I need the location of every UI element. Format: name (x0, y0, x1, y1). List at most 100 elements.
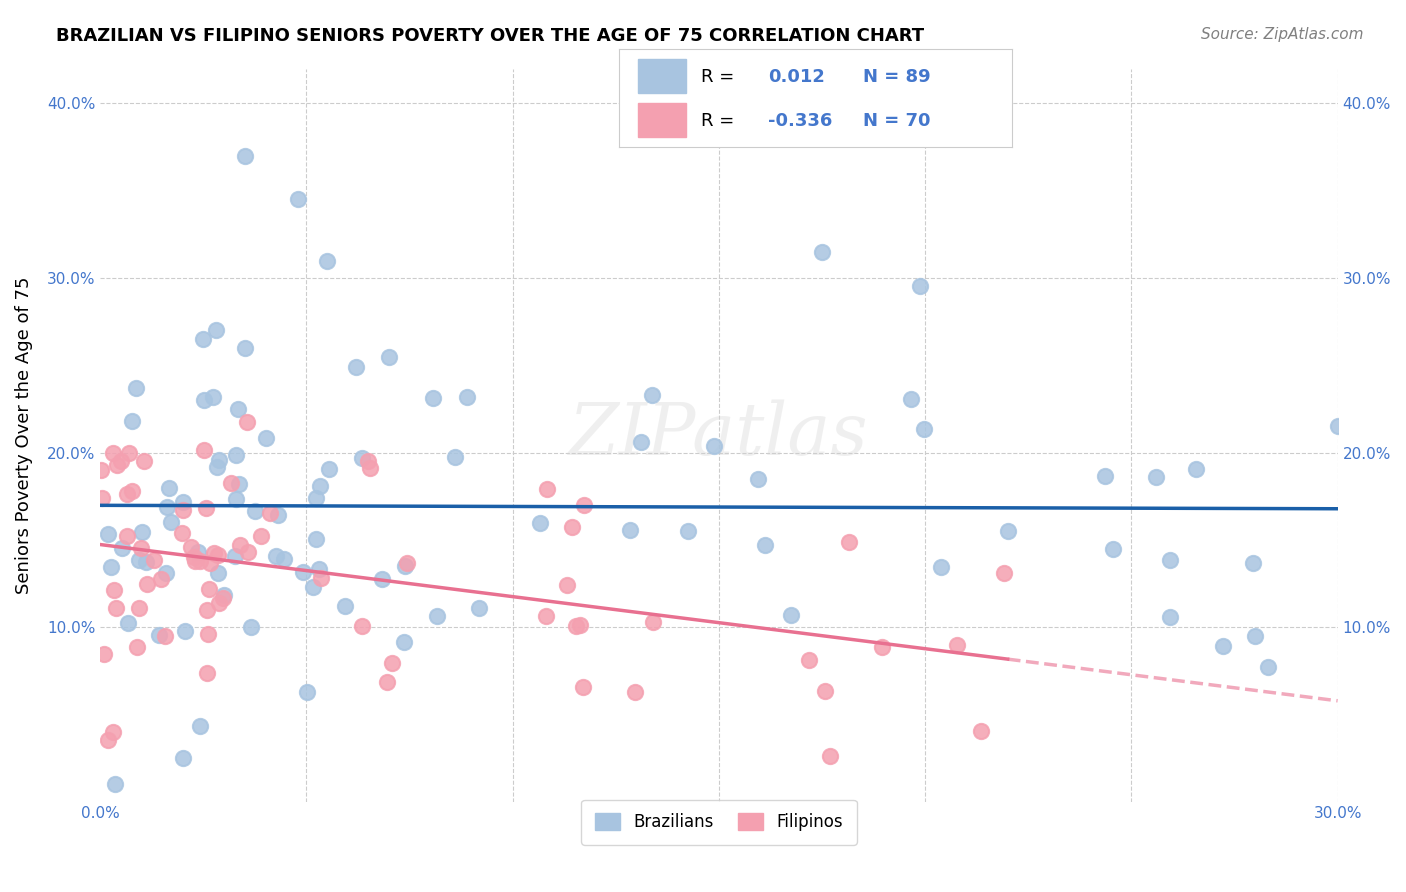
Point (912, 422, 935, 436)
Point (193, 443, 215, 458)
Point (946, 638, 969, 652)
Point (997, 524, 1019, 538)
Point (135, 555, 157, 569)
Point (208, 453, 231, 467)
Point (908, 278, 931, 293)
Point (304, 491, 326, 506)
Point (624, 684, 647, 698)
Y-axis label: Seniors Poverty Over the Age of 75: Seniors Poverty Over the Age of 75 (15, 277, 32, 594)
Point (207, 566, 229, 581)
Point (193, 393, 215, 408)
Point (101, 445, 124, 459)
Point (197, 582, 219, 596)
Point (214, 588, 236, 602)
Point (172, 503, 194, 517)
Point (1212, 639, 1234, 653)
Point (105, 458, 128, 473)
Point (221, 475, 243, 490)
Point (797, 653, 820, 667)
Point (900, 392, 922, 406)
Point (132, 454, 155, 468)
Point (193, 332, 215, 346)
Point (820, 749, 842, 764)
Point (357, 454, 380, 468)
Point (104, 777, 127, 791)
Point (148, 628, 170, 642)
Point (392, 634, 415, 648)
Point (111, 541, 134, 555)
Point (198, 556, 221, 570)
Point (254, 431, 277, 445)
Point (1159, 553, 1181, 567)
Point (118, 446, 141, 460)
Point (302, 580, 325, 594)
Bar (638, 103, 686, 137)
Point (205, 460, 228, 475)
Point (121, 483, 143, 498)
Point (529, 516, 551, 531)
Point (153, 629, 176, 643)
Point (142, 553, 165, 567)
Text: ZIPatlas: ZIPatlas (569, 400, 869, 470)
Point (754, 538, 776, 552)
Point (1159, 609, 1181, 624)
Point (569, 618, 592, 632)
Point (128, 601, 150, 615)
Point (117, 615, 139, 630)
Point (267, 508, 290, 522)
Point (1244, 629, 1267, 643)
Point (135, 576, 157, 591)
Point (1094, 468, 1116, 483)
Point (308, 562, 330, 576)
Point (377, 675, 399, 690)
Point (814, 683, 837, 698)
Point (204, 323, 226, 337)
Point (993, 566, 1015, 581)
Point (359, 460, 381, 475)
Point (350, 450, 373, 465)
Point (747, 473, 769, 487)
Point (352, 618, 374, 632)
Point (160, 515, 183, 529)
Point (381, 656, 404, 670)
Point (101, 724, 124, 739)
Point (155, 500, 177, 515)
Point (184, 554, 207, 568)
Point (838, 535, 860, 549)
Point (1102, 541, 1125, 556)
Legend: Brazilians, Filipinos: Brazilians, Filipinos (581, 800, 856, 845)
Point (115, 529, 138, 543)
Point (187, 545, 209, 559)
Point (245, 504, 267, 518)
Text: N = 70: N = 70 (863, 112, 931, 129)
Point (273, 552, 295, 566)
Point (630, 434, 652, 449)
Point (309, 478, 332, 492)
Point (233, 149, 256, 163)
Point (305, 532, 328, 546)
Point (131, 524, 153, 539)
Point (574, 499, 596, 513)
Point (172, 751, 194, 765)
Point (224, 549, 246, 564)
Point (1241, 556, 1264, 570)
Point (1257, 659, 1279, 673)
Point (170, 526, 193, 541)
Point (426, 608, 449, 623)
Point (318, 462, 340, 476)
Point (394, 559, 416, 574)
Point (104, 600, 127, 615)
Bar (638, 59, 686, 93)
Point (202, 546, 225, 560)
Point (555, 578, 578, 592)
Point (1144, 470, 1167, 484)
Point (97, 526, 120, 541)
Point (572, 680, 595, 694)
Point (333, 599, 356, 613)
Point (239, 620, 262, 634)
Text: R =: R = (702, 68, 734, 86)
Point (229, 538, 252, 552)
Point (344, 360, 367, 375)
Point (703, 439, 725, 453)
Point (238, 545, 260, 559)
